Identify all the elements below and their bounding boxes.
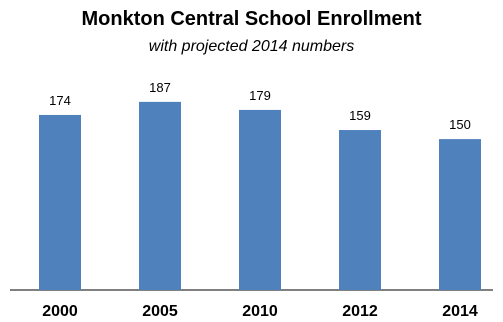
x-tick-label-2012: 2012 xyxy=(342,303,378,320)
data-label-2005: 187 xyxy=(149,80,171,95)
bar-2005 xyxy=(139,101,181,291)
x-tick-label-2014: 2014 xyxy=(442,303,478,320)
x-tick-label-2010: 2010 xyxy=(242,303,278,320)
bars-group: 174 2000 187 2005 179 2010 159 2012 150 2014 xyxy=(39,80,481,320)
bar-2000 xyxy=(39,114,81,291)
x-tick-label-2005: 2005 xyxy=(142,303,178,320)
data-label-2014: 150 xyxy=(449,117,471,132)
bar-2010 xyxy=(239,109,281,291)
x-tick-label-2000: 2000 xyxy=(42,303,78,320)
data-label-2010: 179 xyxy=(249,88,271,103)
data-label-2000: 174 xyxy=(49,93,71,108)
bar-2012 xyxy=(339,130,381,290)
chart-subtitle: with projected 2014 numbers xyxy=(148,38,355,55)
bar-2014 xyxy=(439,139,481,290)
data-label-2012: 159 xyxy=(349,108,371,123)
chart-title: Monkton Central School Enrollment xyxy=(81,8,422,30)
